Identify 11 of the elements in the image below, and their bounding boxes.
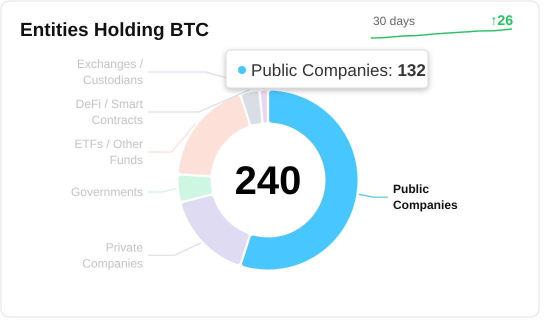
chart-title: 30 days [373,14,416,28]
text: ↑26 [490,12,514,28]
slice-label: Exchanges / Custodians [76,57,144,87]
slice-label: Private Companies [82,240,144,270]
slice-label: Governments [70,185,143,199]
chart-title: Entities Holding BTC [20,20,210,41]
tooltip: Public Companies: 132 [226,50,428,88]
slice-label: Public Companies [393,182,458,212]
text: 240 [234,159,302,203]
slice-label: DeFi / Smart Contracts [76,97,144,127]
slice-label: ETFs / Other Funds [74,137,143,167]
